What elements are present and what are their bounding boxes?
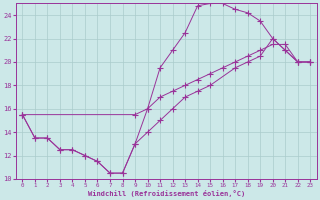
X-axis label: Windchill (Refroidissement éolien,°C): Windchill (Refroidissement éolien,°C) [88,190,245,197]
